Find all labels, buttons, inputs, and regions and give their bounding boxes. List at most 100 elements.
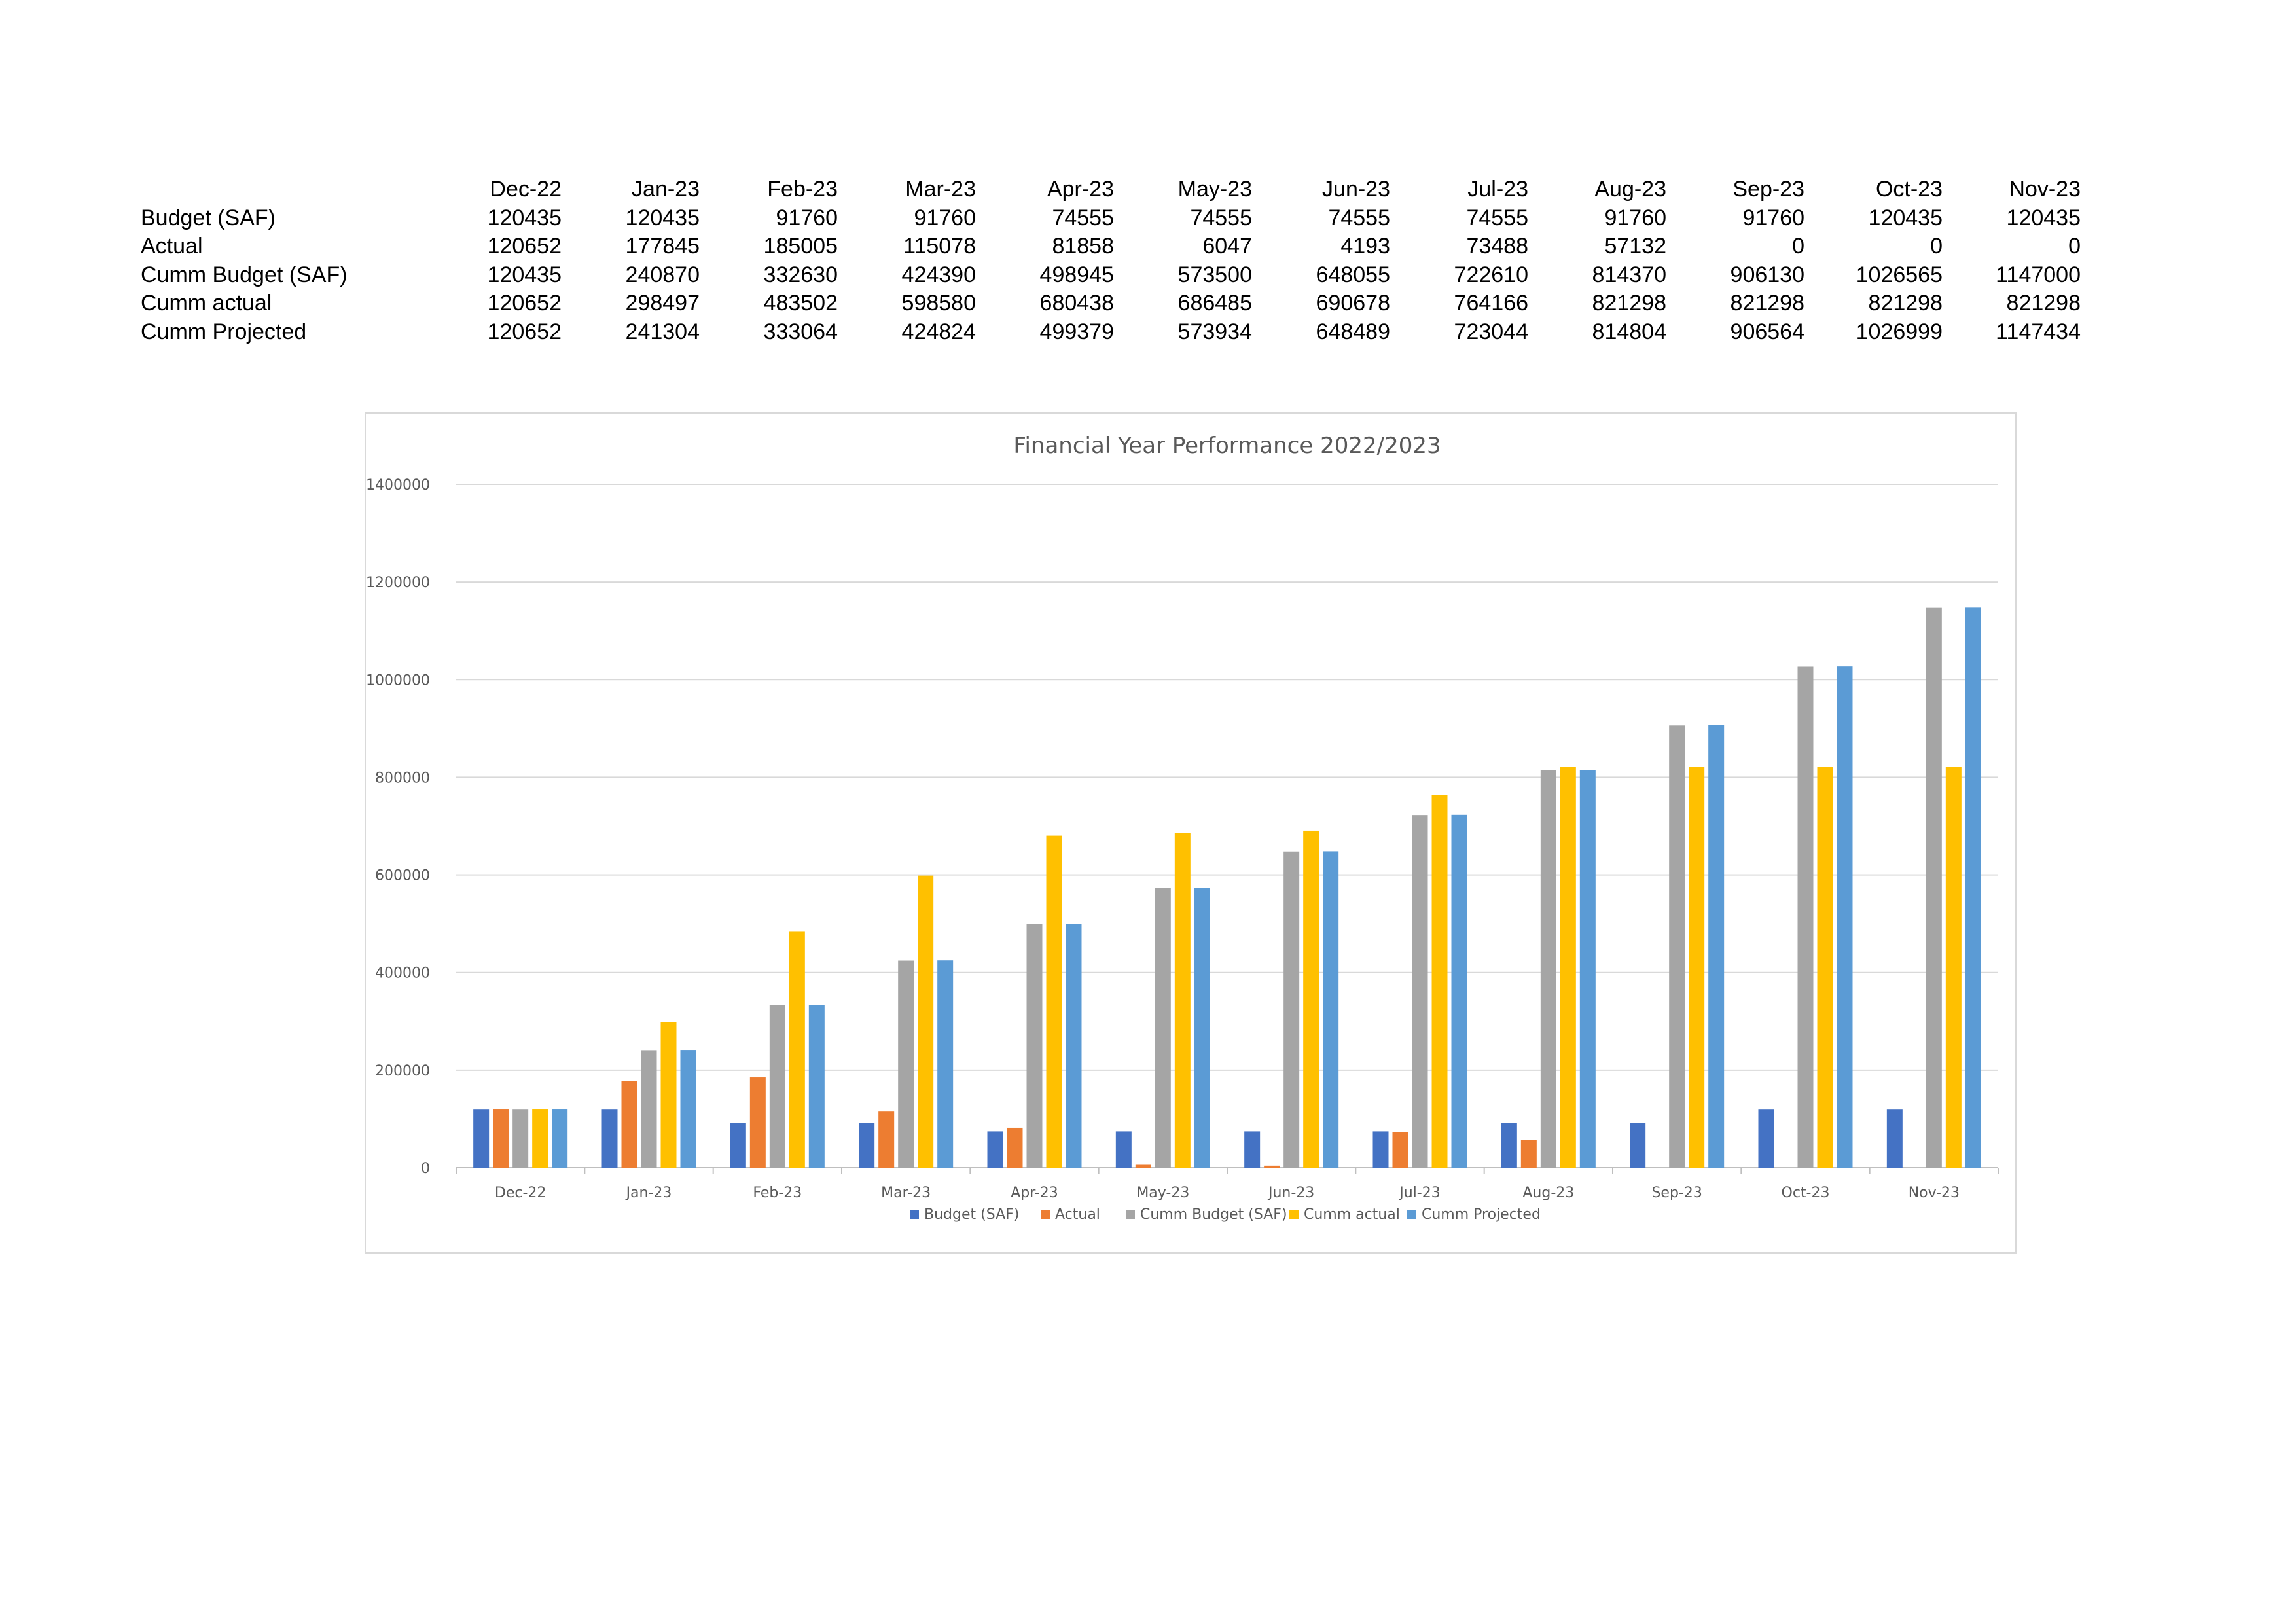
table-cell: 332630 [763, 262, 838, 287]
legend-swatch [910, 1210, 919, 1219]
column-header: Jan-23 [632, 177, 700, 202]
bar [1323, 851, 1339, 1168]
column-header: Dec-22 [490, 177, 562, 202]
table-cell: 1147434 [1996, 319, 2081, 344]
bar [937, 960, 954, 1168]
table-cell: 91760 [1742, 205, 1804, 230]
table-cell: 74555 [1328, 205, 1390, 230]
bar [660, 1022, 677, 1168]
column-header: Jun-23 [1322, 177, 1390, 202]
bar [898, 960, 914, 1168]
bar [1303, 830, 1319, 1168]
table-cell: 91760 [1604, 205, 1666, 230]
x-tick-label: Apr-23 [1011, 1185, 1058, 1201]
bar [878, 1111, 895, 1168]
bar [1372, 1131, 1389, 1168]
table-header-row: Dec-22 Jan-23 Feb-23 Mar-23 Apr-23 May-23 Jun-… [141, 175, 2081, 204]
column-header: Sep-23 [1732, 177, 1804, 202]
bar [1669, 725, 1685, 1168]
table-cell: 0 [1792, 234, 1804, 259]
x-tick-label: Jun-23 [1267, 1185, 1314, 1201]
bar [1758, 1109, 1774, 1168]
bar [749, 1077, 766, 1168]
bar [641, 1050, 657, 1168]
bar [1579, 770, 1596, 1168]
y-tick-label: 1400000 [366, 477, 430, 494]
table-cell: 821298 [1592, 291, 1666, 316]
bar [1066, 924, 1082, 1168]
row-label: Budget (SAF) [141, 205, 276, 230]
y-tick-label: 0 [421, 1161, 430, 1177]
x-tick-label: Jan-23 [625, 1185, 672, 1201]
legend-swatch [1041, 1210, 1050, 1219]
table-cell: 723044 [1454, 319, 1528, 344]
table-cell: 648489 [1316, 319, 1390, 344]
bar [1945, 767, 1962, 1168]
bar [1689, 767, 1705, 1168]
legend-label: Budget (SAF) [924, 1206, 1019, 1223]
column-header: Jul-23 [1467, 177, 1528, 202]
legend-label: Cumm Budget (SAF) [1140, 1206, 1287, 1223]
bar [789, 931, 805, 1168]
bar-chart: Financial Year Performance 2022/2023 0 200… [366, 433, 1999, 1223]
table-row: Cumm Projected 120652 241304 333064 424824 49… [141, 318, 2081, 347]
y-tick-label: 1200000 [366, 575, 430, 591]
bar [1392, 1132, 1408, 1168]
bar [1007, 1127, 1023, 1168]
table-row: Budget (SAF) 120435 120435 91760 91760 74555 7… [141, 204, 2081, 233]
table-cell: 91760 [776, 205, 838, 230]
bar [1540, 770, 1556, 1168]
bar [1264, 1165, 1280, 1168]
bar [1026, 924, 1043, 1168]
bar [1194, 888, 1210, 1168]
bar [552, 1109, 568, 1168]
table-cell: 120435 [487, 205, 562, 230]
column-header: May-23 [1177, 177, 1252, 202]
table-cell: 74555 [1052, 205, 1114, 230]
bar [1412, 815, 1428, 1168]
table-cell: 648055 [1316, 262, 1390, 287]
column-header: Apr-23 [1047, 177, 1114, 202]
table-cell: 686485 [1177, 291, 1252, 316]
table-row: Cumm Budget (SAF) 120435 240870 332630 42439… [141, 261, 2081, 290]
bar [808, 1005, 825, 1168]
column-header: Feb-23 [767, 177, 838, 202]
legend-swatch [1289, 1210, 1299, 1219]
table-cell: 0 [2068, 234, 2081, 259]
chart-frame: Financial Year Performance 2022/2023 0 200… [365, 412, 2017, 1254]
x-tick-label: Dec-22 [495, 1185, 547, 1201]
legend-swatch [1407, 1210, 1416, 1219]
column-header: Mar-23 [905, 177, 976, 202]
table-cell: 240870 [625, 262, 700, 287]
bar [680, 1050, 696, 1168]
x-tick-label: Mar-23 [881, 1185, 931, 1201]
table-cell: 120652 [487, 291, 562, 316]
table-cell: 120652 [487, 234, 562, 259]
bar [1451, 814, 1467, 1168]
bar [1046, 835, 1062, 1168]
bar [1630, 1123, 1646, 1168]
bar [1135, 1164, 1151, 1168]
table-cell: 424390 [901, 262, 976, 287]
row-label: Actual [141, 234, 203, 259]
table-cell: 814804 [1592, 319, 1666, 344]
bar [1155, 888, 1171, 1168]
bar [1837, 666, 1853, 1168]
table-cell: 120435 [487, 262, 562, 287]
table-cell: 1147000 [1996, 262, 2081, 287]
x-tick-label: Feb-23 [753, 1185, 802, 1201]
table-cell: 424824 [901, 319, 976, 344]
table-cell: 120435 [2006, 205, 2081, 230]
bar [987, 1131, 1003, 1168]
bar [1886, 1109, 1903, 1168]
table-cell: 821298 [1730, 291, 1804, 316]
table-row: Actual 120652 177845 185005 115078 81858 6047 4… [141, 232, 2081, 261]
bar [1115, 1131, 1132, 1168]
legend-label: Cumm actual [1304, 1206, 1400, 1223]
table-cell: 1026565 [1856, 262, 1943, 287]
row-label: Cumm actual [141, 291, 272, 316]
bar [1174, 833, 1191, 1168]
table-cell: 4193 [1340, 234, 1390, 259]
row-label: Cumm Projected [141, 319, 307, 344]
bar [1501, 1123, 1517, 1168]
